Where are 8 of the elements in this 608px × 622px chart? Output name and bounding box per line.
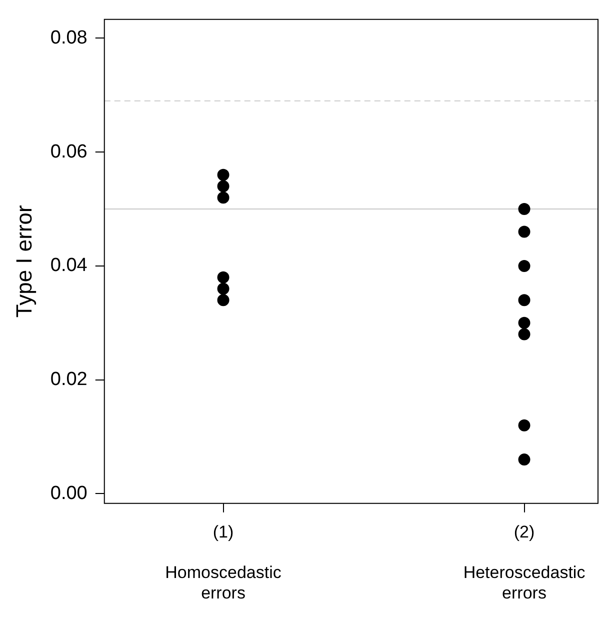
y-tick-label: 0.02 — [50, 369, 88, 390]
category-label: (2) Heteroscedastic errors — [463, 522, 586, 602]
y-tick-label: 0.08 — [50, 27, 88, 48]
y-tick-label: 0.04 — [50, 255, 88, 276]
category-label: (1) Homoscedastic errors — [165, 522, 282, 602]
y-tick-label: 0.00 — [50, 482, 88, 504]
y-axis-title: Type I error — [11, 205, 36, 318]
y-tick-label: 0.06 — [50, 141, 88, 162]
